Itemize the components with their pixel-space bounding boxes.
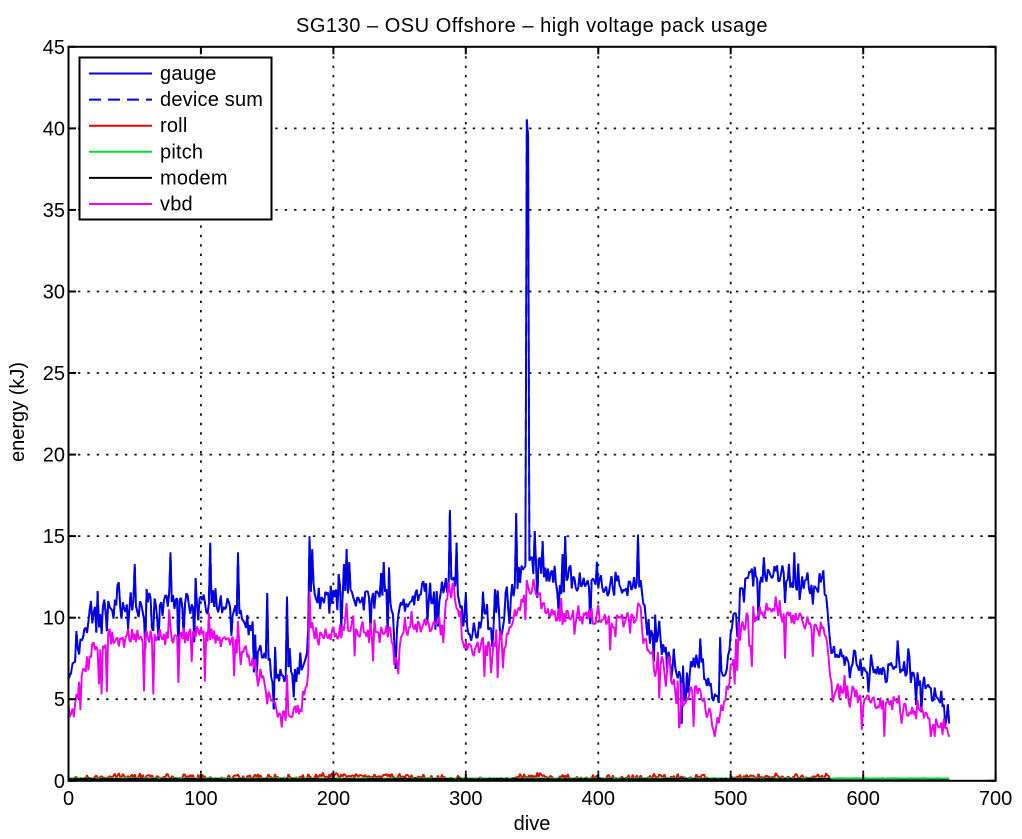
svg-text:30: 30	[43, 282, 65, 304]
svg-text:200: 200	[317, 788, 350, 810]
svg-text:20: 20	[43, 445, 65, 467]
svg-text:300: 300	[449, 788, 482, 810]
svg-text:0: 0	[63, 788, 74, 810]
svg-text:500: 500	[714, 788, 747, 810]
svg-text:700: 700	[979, 788, 1012, 810]
svg-text:45: 45	[43, 37, 65, 59]
svg-text:dive: dive	[514, 813, 551, 835]
svg-text:15: 15	[43, 526, 65, 548]
svg-text:gauge: gauge	[160, 63, 217, 85]
svg-text:roll: roll	[160, 115, 187, 137]
svg-text:5: 5	[54, 689, 65, 711]
svg-text:SG130 – OSU Offshore – high vo: SG130 – OSU Offshore – high voltage pack…	[296, 15, 768, 37]
svg-text:400: 400	[582, 788, 615, 810]
svg-text:100: 100	[184, 788, 217, 810]
svg-text:40: 40	[43, 118, 65, 140]
svg-text:energy (kJ): energy (kJ)	[7, 362, 29, 462]
svg-text:modem: modem	[160, 167, 228, 189]
svg-text:35: 35	[43, 200, 65, 222]
svg-text:device sum: device sum	[160, 89, 263, 111]
svg-text:vbd: vbd	[160, 194, 193, 216]
svg-text:0: 0	[54, 771, 65, 793]
svg-text:pitch: pitch	[160, 141, 203, 163]
svg-text:600: 600	[847, 788, 880, 810]
svg-text:25: 25	[43, 363, 65, 385]
svg-text:10: 10	[43, 608, 65, 630]
